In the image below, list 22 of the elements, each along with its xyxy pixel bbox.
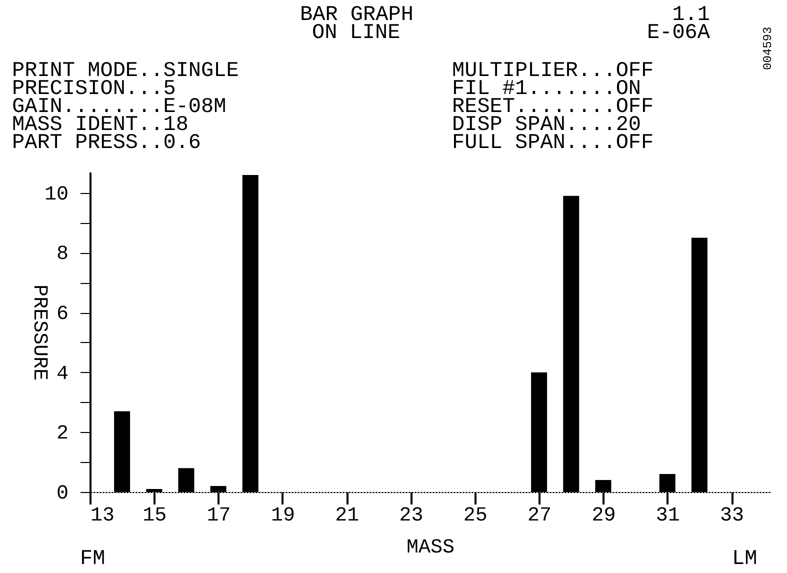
y-tick-label: 0: [56, 482, 68, 506]
x-tick-label: 23: [399, 504, 424, 528]
x-tick-label: 31: [656, 504, 680, 528]
x-tick-label: 15: [142, 504, 167, 528]
text: LM: [732, 548, 758, 571]
y-tick-label: 8: [56, 243, 68, 266]
x-axis-title: MASS: [406, 536, 455, 560]
text: 004593: [760, 26, 776, 70]
x-tick-label: 17: [206, 504, 231, 528]
y-tick-label: 10: [44, 183, 68, 206]
x-tick-label: 29: [592, 504, 616, 528]
x-tick-label: 21: [335, 504, 360, 528]
y-tick-label: 6: [56, 303, 68, 326]
y-tick-label: 2: [56, 422, 68, 446]
text: FM: [80, 548, 106, 571]
y-tick-label: 4: [56, 362, 68, 386]
y-axis-title: PRESSURE: [27, 284, 50, 381]
x-tick-label: 25: [463, 504, 488, 528]
x-tick-label: 33: [720, 504, 744, 528]
x-tick-label: 19: [270, 504, 295, 528]
x-tick-label: 27: [528, 504, 552, 528]
x-tick-label: 13: [90, 504, 115, 528]
